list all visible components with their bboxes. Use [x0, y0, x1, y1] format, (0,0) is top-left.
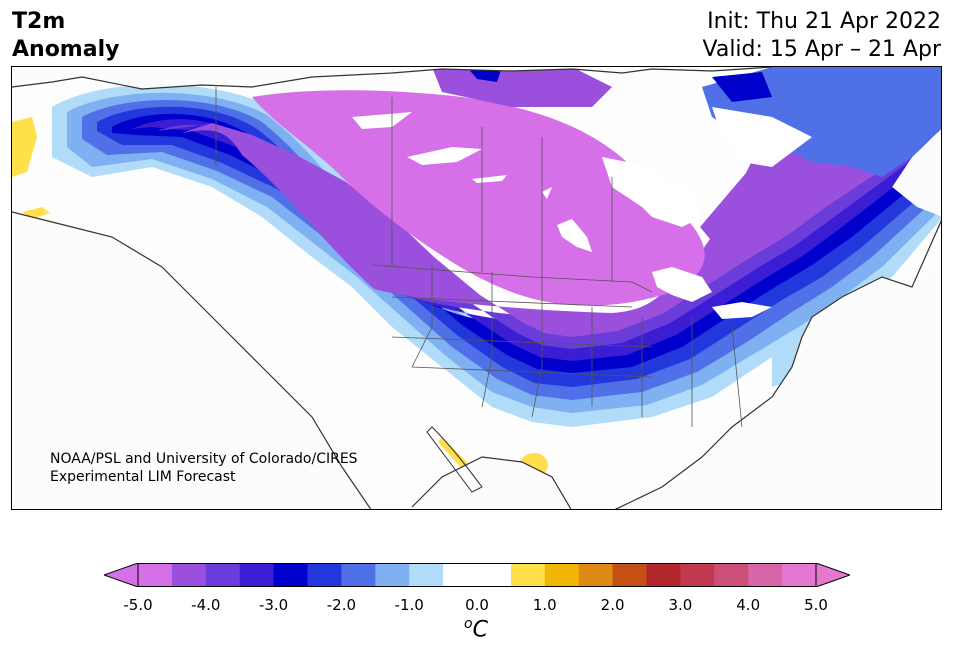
- map-canvas: [12, 67, 941, 509]
- colorbar-swatch: [646, 563, 681, 587]
- valid-range: Valid: 15 Apr – 21 Apr: [702, 37, 942, 62]
- colorbar-canvas: [102, 562, 852, 588]
- colorbar-tick-label: 3.0: [668, 596, 693, 614]
- lake-winnipeg: [557, 219, 592, 252]
- great-slave-lake: [407, 147, 482, 165]
- colorbar-swatch: [748, 563, 783, 587]
- colorbar-tick-label: -1.0: [394, 596, 424, 614]
- political-boundaries: [215, 87, 743, 428]
- colorbar-swatch: [782, 563, 817, 587]
- colorbar-swatch: [578, 563, 614, 587]
- colorbar-tick-label: 0.0: [465, 596, 489, 614]
- colorbar-tick-label: -4.0: [191, 596, 221, 614]
- map-title: T2m Anomaly: [12, 8, 119, 64]
- colorbar-tick-labels: -5.0 -4.0 -3.0 -2.0 -1.0 0.0 1.0 2.0 3.0 4.0 5.0: [0, 596, 953, 616]
- colorbar-swatch: [680, 563, 715, 587]
- colorbar-swatch: [239, 563, 275, 587]
- colorbar-swatch: [443, 563, 478, 587]
- colorbar-swatch: [477, 563, 512, 587]
- title-line-2: Anomaly: [12, 37, 120, 62]
- colorbar-tick-label: 2.0: [600, 596, 625, 614]
- credit-line-2: Experimental LIM Forecast: [50, 469, 236, 485]
- colorbar-swatch: [714, 563, 749, 587]
- colorbar-tick-label: -5.0: [123, 596, 153, 614]
- baffin-bay: [712, 107, 812, 167]
- colorbar-swatch: [138, 563, 173, 587]
- colorbar-swatch: [612, 563, 647, 587]
- unit-letter: C: [472, 617, 488, 643]
- colorbar-swatch: [375, 563, 410, 587]
- great-bear-lake: [352, 112, 412, 129]
- colorbar-over-arrow: [815, 562, 852, 588]
- colorbar-under-arrow: [102, 562, 139, 588]
- degree-symbol: o: [464, 616, 473, 632]
- colorbar-swatch: [307, 563, 342, 587]
- colorbar-tick-label: -2.0: [326, 596, 357, 614]
- credit-line-1: NOAA/PSL and University of Colorado/CIRE…: [50, 451, 358, 467]
- colorbar-swatch: [409, 563, 444, 587]
- colorbar-tick-label: -3.0: [258, 596, 289, 614]
- colorbar-swatch: [544, 563, 580, 587]
- map-credit: NOAA/PSL and University of Colorado/CIRE…: [50, 450, 358, 486]
- colorbar-swatch: [510, 563, 546, 587]
- colorbar-tick-label: 4.0: [736, 596, 761, 614]
- forecast-dates: Init: Thu 21 Apr 2022 Valid: 15 Apr – 21…: [703, 8, 942, 64]
- colorbar-unit: oC: [464, 616, 488, 642]
- colorbar-tick-label: 5.0: [804, 596, 828, 614]
- init-date: Init: Thu 21 Apr 2022: [707, 9, 941, 34]
- colorbar-swatch: [341, 563, 376, 587]
- colorbar-tick-label: 1.0: [532, 596, 557, 614]
- coastline: [12, 67, 941, 509]
- title-line-1: T2m: [12, 9, 66, 34]
- colorbar-swatch: [171, 563, 207, 587]
- colorbar-border: [137, 563, 817, 587]
- colorbar-swatch: [273, 563, 308, 587]
- colorbar: [102, 562, 852, 588]
- anomaly-map: NOAA/PSL and University of Colorado/CIRE…: [11, 66, 942, 510]
- great-lakes: [652, 267, 712, 302]
- colorbar-swatch: [205, 563, 241, 587]
